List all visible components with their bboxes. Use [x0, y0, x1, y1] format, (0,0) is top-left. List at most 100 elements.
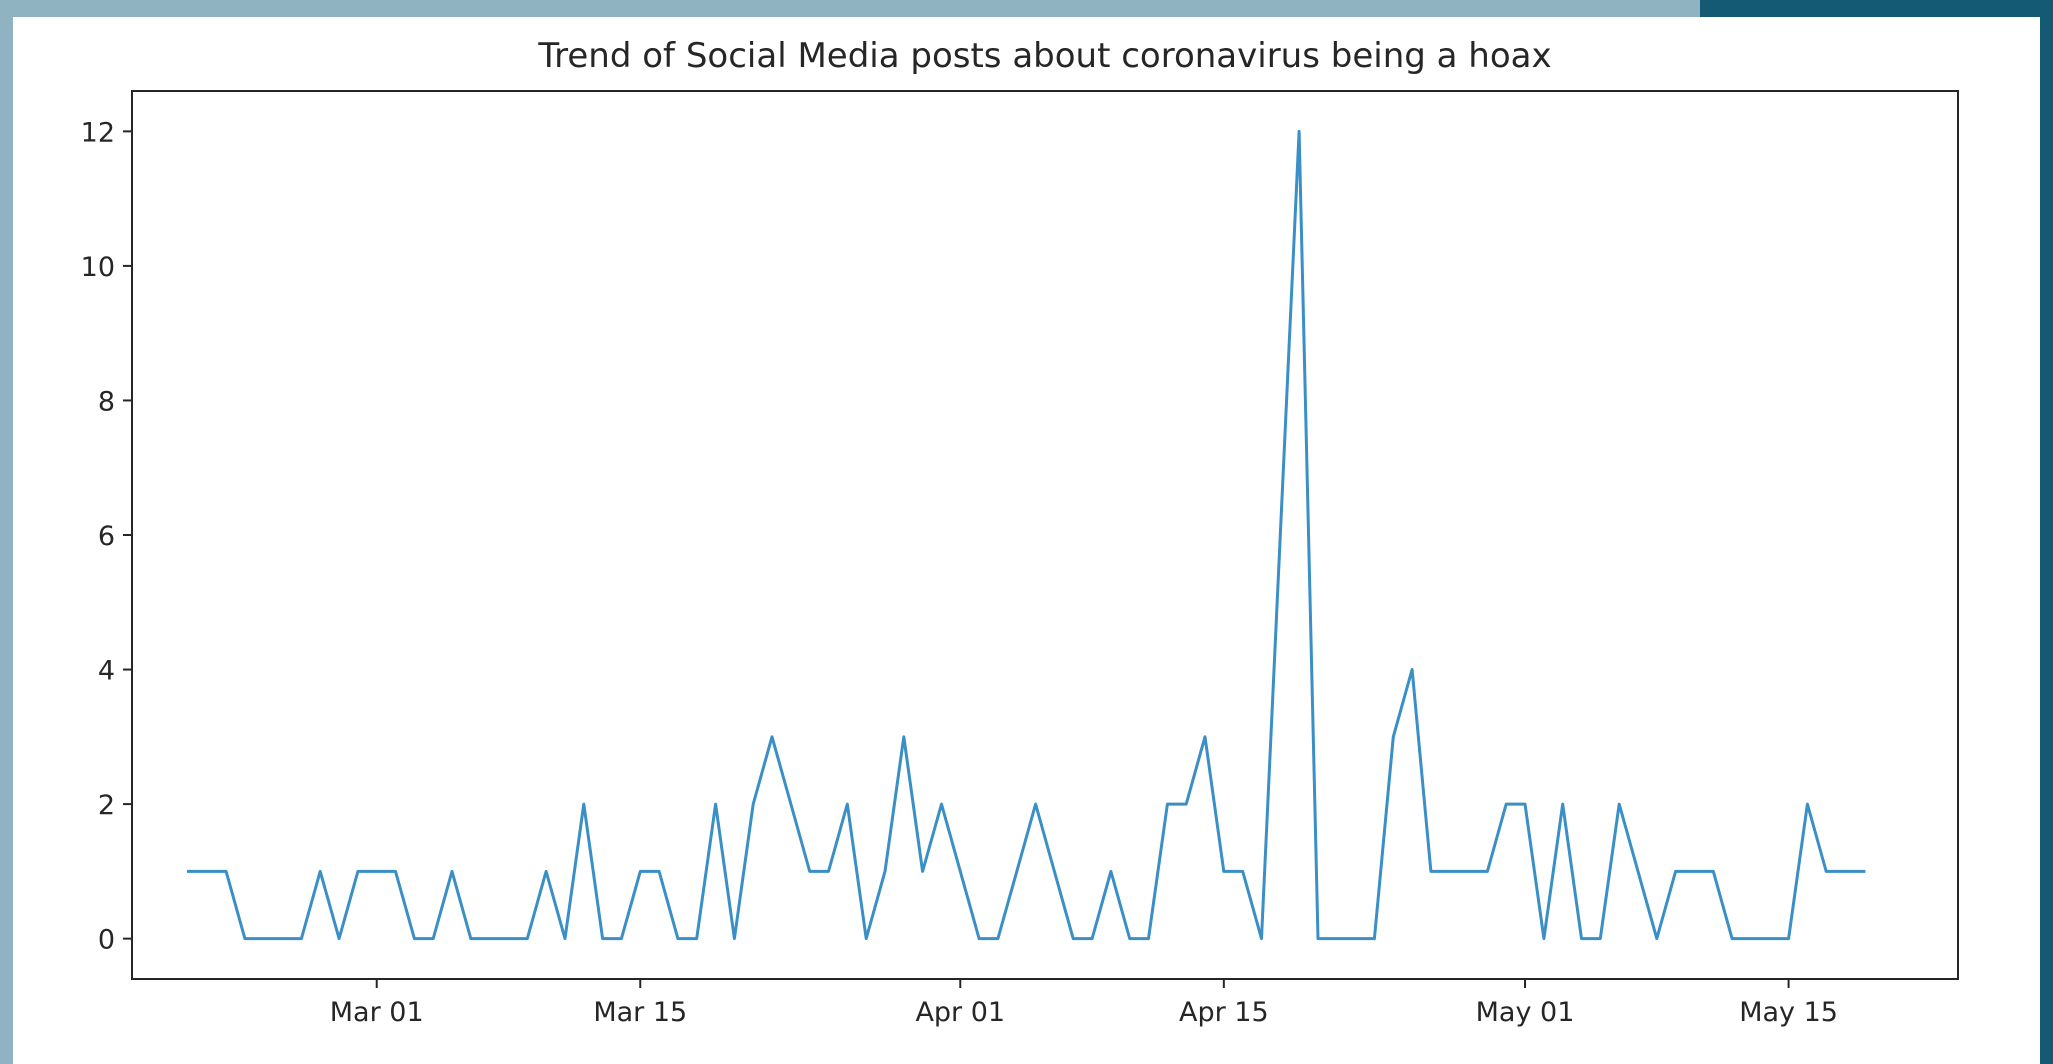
data-point — [262, 937, 265, 940]
data-point — [545, 870, 548, 873]
data-point — [244, 937, 247, 940]
y-tick-label: 0 — [98, 925, 115, 956]
data-point — [639, 870, 642, 873]
data-point — [714, 803, 717, 806]
data-point — [1204, 735, 1207, 738]
y-axis: 0 2 4 6 8 10 12 — [81, 117, 132, 956]
data-point — [921, 870, 924, 873]
corner-accent-bar — [1700, 0, 2053, 22]
data-point — [1317, 937, 1320, 940]
x-tick-label: Apr 01 — [915, 997, 1005, 1028]
data-point — [959, 870, 962, 873]
data-point — [1599, 937, 1602, 940]
y-tick-label: 6 — [98, 521, 115, 552]
y-tick-label: 4 — [98, 656, 115, 687]
data-point — [1354, 937, 1357, 940]
data-point — [1637, 870, 1640, 873]
data-point — [206, 870, 209, 873]
data-point — [319, 870, 322, 873]
data-point — [1015, 870, 1018, 873]
data-point — [469, 937, 472, 940]
data-point — [1448, 870, 1451, 873]
data-point — [695, 937, 698, 940]
data-point — [356, 870, 359, 873]
data-point — [902, 735, 905, 738]
data-point — [338, 937, 341, 940]
data-point — [1185, 803, 1188, 806]
data-point — [1392, 735, 1395, 738]
data-point — [1542, 937, 1545, 940]
data-point — [1806, 803, 1809, 806]
data-point — [1825, 870, 1828, 873]
data-point — [846, 803, 849, 806]
data-point — [1561, 803, 1564, 806]
data-point — [1712, 870, 1715, 873]
marks-layer — [187, 129, 1866, 941]
data-point — [451, 870, 454, 873]
data-point — [658, 870, 661, 873]
data-point — [1034, 803, 1037, 806]
data-point — [1731, 937, 1734, 940]
data-point — [1524, 803, 1527, 806]
x-tick-label: Mar 01 — [330, 997, 424, 1028]
data-point — [488, 937, 491, 940]
y-tick-label: 2 — [98, 790, 115, 821]
data-point — [789, 803, 792, 806]
x-tick-label: Apr 15 — [1179, 997, 1269, 1028]
data-point — [1072, 937, 1075, 940]
data-point — [1335, 937, 1338, 940]
y-tick-label: 10 — [81, 252, 115, 283]
chart-card: Trend of Social Media posts about corona… — [13, 17, 2040, 1064]
x-tick-label: May 01 — [1476, 997, 1575, 1028]
data-point — [1430, 870, 1433, 873]
data-point — [1467, 870, 1470, 873]
data-point — [978, 937, 981, 940]
data-point — [394, 870, 397, 873]
data-point — [1618, 803, 1621, 806]
data-point — [1750, 937, 1753, 940]
data-point — [1241, 870, 1244, 873]
data-point — [582, 803, 585, 806]
data-point — [997, 937, 1000, 940]
x-tick-label: May 15 — [1739, 997, 1838, 1028]
y-tick-label: 12 — [81, 117, 115, 148]
data-point — [526, 937, 529, 940]
data-point — [620, 937, 623, 940]
data-point — [808, 870, 811, 873]
data-point — [1486, 870, 1489, 873]
data-point — [413, 937, 416, 940]
data-point — [1693, 870, 1696, 873]
data-point — [1655, 937, 1658, 940]
data-point — [507, 937, 510, 940]
data-point — [1109, 870, 1112, 873]
data-point — [940, 803, 943, 806]
data-point — [1279, 534, 1282, 537]
data-point — [1505, 803, 1508, 806]
data-point — [1862, 870, 1865, 873]
data-point — [300, 937, 303, 940]
data-point — [677, 937, 680, 940]
data-point — [601, 937, 604, 940]
data-point — [771, 735, 774, 738]
data-point — [1091, 937, 1094, 940]
y-tick-label: 8 — [98, 386, 115, 417]
data-point — [281, 937, 284, 940]
data-point — [1844, 870, 1847, 873]
data-point — [1128, 937, 1131, 940]
data-point — [1411, 668, 1414, 671]
data-point — [1260, 937, 1263, 940]
data-point — [1787, 937, 1790, 940]
line-chart: Trend of Social Media posts about corona… — [81, 36, 1959, 1028]
data-point — [1674, 870, 1677, 873]
data-point — [1373, 937, 1376, 940]
data-point — [827, 870, 830, 873]
data-point — [187, 870, 190, 873]
plot-frame — [131, 90, 1959, 980]
data-point — [225, 870, 228, 873]
data-point — [375, 870, 378, 873]
right-edge-bar — [2040, 0, 2053, 1064]
data-point — [1298, 130, 1301, 133]
series-line — [187, 129, 1866, 941]
chart-title: Trend of Social Media posts about corona… — [537, 36, 1551, 76]
